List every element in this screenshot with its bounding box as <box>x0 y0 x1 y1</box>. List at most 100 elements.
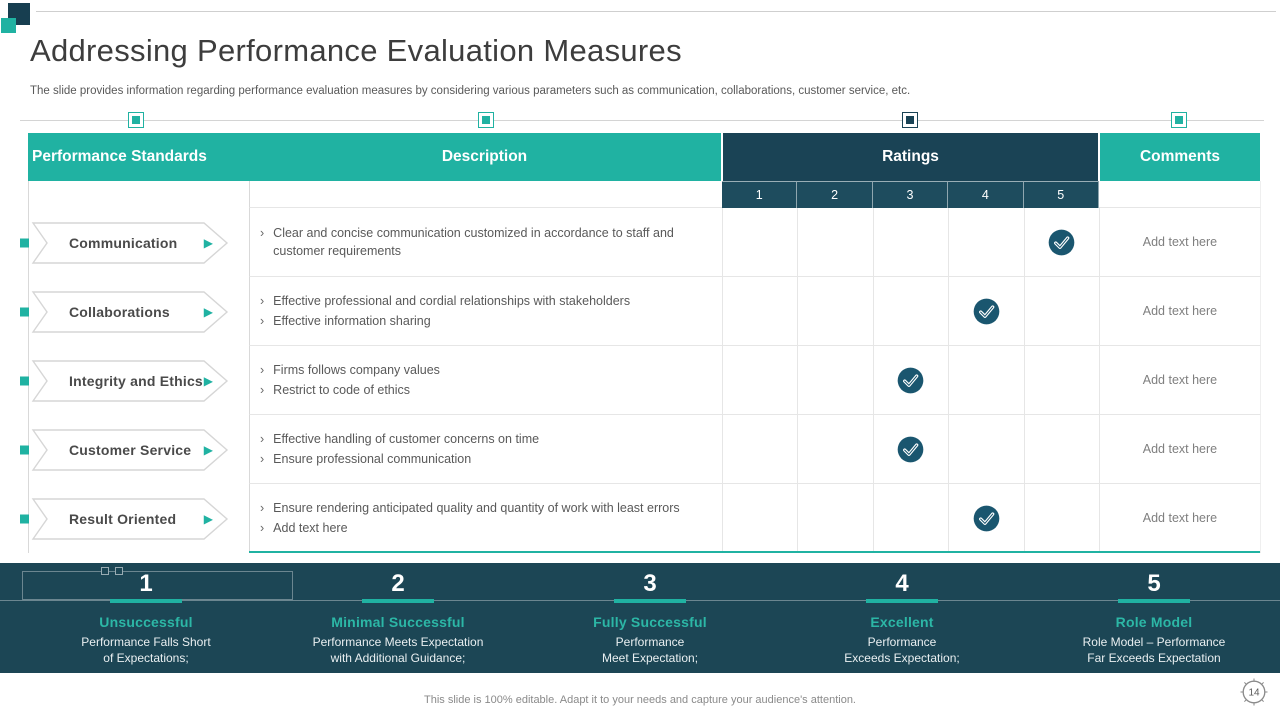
header-comments: Comments <box>1098 133 1260 181</box>
rating-scale-5: 5 <box>1023 181 1099 208</box>
scale-spacer-comments <box>1098 181 1261 208</box>
check-icon <box>898 367 924 393</box>
rating-scale-4: 4 <box>948 181 1024 208</box>
legend-description-line: Performance <box>615 635 685 649</box>
bullet-square-icon <box>20 307 29 316</box>
rating-scale-3: 3 <box>872 181 949 208</box>
description-bullet: › Effective handling of customer concerns… <box>260 429 714 449</box>
description-bullet: › Ensure professional communication <box>260 449 714 469</box>
legend-title: Minimal Successful <box>331 614 465 630</box>
header-description: Description <box>248 133 721 181</box>
rating-cell-1[interactable] <box>722 208 798 277</box>
legend-description: Performance Meets Expectation with Additi… <box>313 634 484 666</box>
description-text: Add text here <box>273 521 348 535</box>
table-row: Collaborations ▶ › Effective professional… <box>20 277 1261 346</box>
table-row: Result Oriented ▶ › Ensure rendering anti… <box>20 484 1261 553</box>
chevron-bullet-icon: › <box>260 294 265 308</box>
legend-item: 2 Minimal Successful Performance Meets E… <box>272 563 524 673</box>
comment-placeholder: Add text here <box>1142 373 1218 387</box>
rating-cell-5[interactable] <box>1023 208 1099 277</box>
rating-cell-5[interactable] <box>1023 346 1099 415</box>
comment-cell[interactable]: Add text here <box>1098 208 1261 277</box>
page-number-badge: 14 <box>1240 678 1268 706</box>
legend-item: 1 Unsuccessful Performance Falls Short of… <box>20 563 272 673</box>
description-text: Clear and concise communication customiz… <box>273 226 674 258</box>
standard-label[interactable]: Result Oriented ▶ <box>20 497 229 540</box>
rating-cell-3[interactable] <box>872 208 949 277</box>
column-handle-ratings[interactable] <box>902 112 918 128</box>
rating-cell-5[interactable] <box>1023 484 1099 553</box>
description-text: Effective information sharing <box>273 314 431 328</box>
chevron-bullet-icon: › <box>260 383 265 397</box>
rating-cell-2[interactable] <box>797 208 873 277</box>
rating-cell-1[interactable] <box>722 346 798 415</box>
chevron-bullet-icon: › <box>260 314 265 328</box>
table-bottom-accent <box>249 551 1260 553</box>
rating-scale-row: 1 2 3 4 5 <box>28 181 1261 208</box>
legend-underline <box>866 599 938 603</box>
rating-cell-1[interactable] <box>722 415 798 484</box>
description-bullet: › Restrict to code of ethics <box>260 380 714 400</box>
description-bullet: › Effective professional and cordial rela… <box>260 291 714 311</box>
comment-cell[interactable]: Add text here <box>1098 277 1261 346</box>
description-text: Ensure rendering anticipated quality and… <box>273 501 680 515</box>
rating-cell-1[interactable] <box>722 277 798 346</box>
standard-cell: Communication ▶ <box>20 208 249 277</box>
legend-description-line: Exceeds Expectation; <box>844 651 960 665</box>
legend-title: Role Model <box>1115 614 1193 630</box>
rating-cell-4[interactable] <box>948 208 1024 277</box>
handles-divider <box>20 120 1264 121</box>
description-text: Restrict to code of ethics <box>273 383 411 397</box>
column-handle-standards[interactable] <box>128 112 144 128</box>
rating-cell-1[interactable] <box>722 484 798 553</box>
rating-cell-3[interactable] <box>872 415 949 484</box>
legend-description: Performance Meet Expectation; <box>602 634 698 666</box>
comment-cell[interactable]: Add text here <box>1098 346 1261 415</box>
comment-cell[interactable]: Add text here <box>1098 484 1261 553</box>
legend-title: Unsuccessful <box>99 614 193 630</box>
legend-description-line: Meet Expectation; <box>601 651 699 665</box>
comment-placeholder: Add text here <box>1142 304 1218 318</box>
rating-cell-4[interactable] <box>948 346 1024 415</box>
description-cell[interactable]: › Firms follows company values › Restrict t… <box>249 346 722 415</box>
rating-cell-4[interactable] <box>948 484 1024 553</box>
standard-label[interactable]: Collaborations ▶ <box>20 290 229 333</box>
description-cell[interactable]: › Clear and concise communication customi… <box>249 208 722 277</box>
rating-cell-4[interactable] <box>948 415 1024 484</box>
legend-underline <box>1118 599 1190 603</box>
arrow-right-icon: ▶ <box>203 373 213 388</box>
page-subtitle: The slide provides information regarding… <box>30 85 911 97</box>
legend-description: Performance Exceeds Expectation; <box>844 634 959 666</box>
comment-placeholder: Add text here <box>1142 442 1218 456</box>
column-handle-comments[interactable] <box>1171 112 1187 128</box>
column-handle-description[interactable] <box>478 112 494 128</box>
corner-teal-square <box>1 18 16 33</box>
description-text: Ensure professional communication <box>273 452 472 466</box>
legend-title: Fully Successful <box>593 614 707 630</box>
legend-description-line: Role Model – Performance <box>1082 635 1226 649</box>
rating-cell-4[interactable] <box>948 277 1024 346</box>
legend-underline <box>110 599 182 603</box>
rating-cell-2[interactable] <box>797 415 873 484</box>
rating-cell-3[interactable] <box>872 277 949 346</box>
rating-cell-2[interactable] <box>797 277 873 346</box>
description-cell[interactable]: › Ensure rendering anticipated quality an… <box>249 484 722 553</box>
rating-cell-2[interactable] <box>797 484 873 553</box>
standard-label[interactable]: Integrity and Ethics ▶ <box>20 359 229 402</box>
comment-cell[interactable]: Add text here <box>1098 415 1261 484</box>
standard-label[interactable]: Customer Service ▶ <box>20 428 229 471</box>
rating-cell-2[interactable] <box>797 346 873 415</box>
rating-cell-5[interactable] <box>1023 415 1099 484</box>
comment-placeholder: Add text here <box>1142 235 1218 249</box>
description-cell[interactable]: › Effective handling of customer concerns… <box>249 415 722 484</box>
standard-name: Result Oriented <box>69 510 177 527</box>
rating-scale-2: 2 <box>797 181 873 208</box>
standard-label[interactable]: Communication ▶ <box>20 221 229 264</box>
arrow-banner-shape <box>31 359 229 402</box>
rating-cell-3[interactable] <box>872 484 949 553</box>
rating-cell-3[interactable] <box>872 346 949 415</box>
description-cell[interactable]: › Effective professional and cordial rela… <box>249 277 722 346</box>
standard-cell: Integrity and Ethics ▶ <box>20 346 249 415</box>
rating-cell-5[interactable] <box>1023 277 1099 346</box>
